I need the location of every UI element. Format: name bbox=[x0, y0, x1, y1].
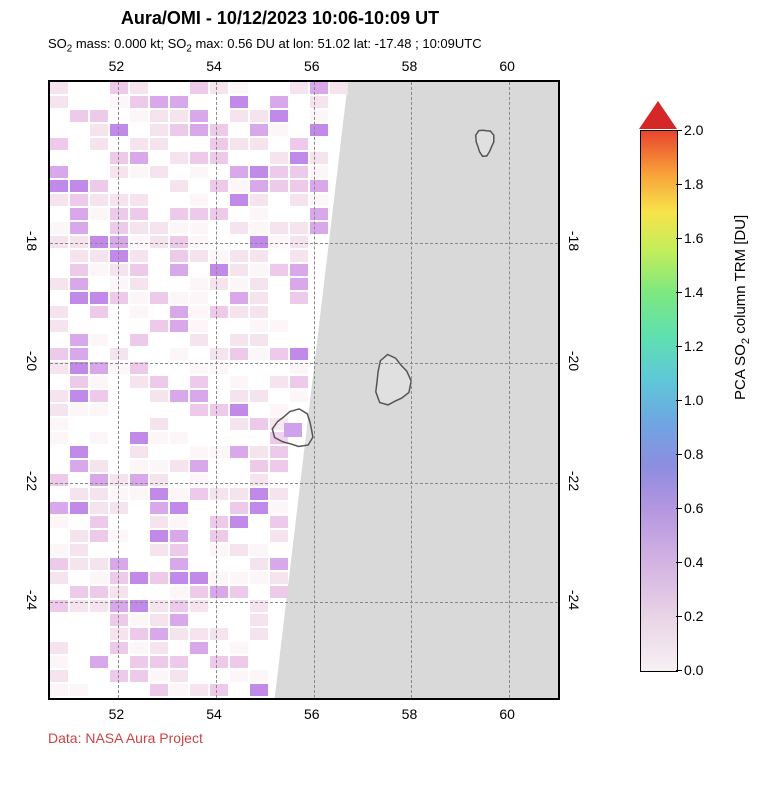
x-tick-label: 52 bbox=[109, 58, 125, 74]
chart-title: Aura/OMI - 10/12/2023 10:06-10:09 UT bbox=[0, 8, 560, 29]
x-tick-label: 56 bbox=[304, 58, 320, 74]
grid-line bbox=[50, 602, 558, 603]
grid-line bbox=[509, 82, 510, 698]
colorbar-tick: 2.0 bbox=[684, 122, 703, 138]
grid-line bbox=[50, 243, 558, 244]
colorbar bbox=[640, 130, 678, 672]
grid-line bbox=[314, 82, 315, 698]
colorbar-area: PCA SO2 column TRM [DU] 0.0 0.2 0.4 0.6 0.8 1… bbox=[640, 100, 760, 700]
y-tick-label: -24 bbox=[566, 590, 582, 610]
map-plot-area bbox=[48, 80, 560, 700]
colorbar-tick-mark bbox=[676, 184, 682, 185]
colorbar-tick: 1.6 bbox=[684, 230, 703, 246]
x-tick-label: 54 bbox=[206, 58, 222, 74]
chart-subtitle: SO2 mass: 0.000 kt; SO2 max: 0.56 DU at … bbox=[48, 36, 482, 55]
colorbar-tick-mark bbox=[676, 454, 682, 455]
colorbar-tick-mark bbox=[676, 616, 682, 617]
colorbar-tick-mark bbox=[676, 670, 682, 671]
island-rodrigues bbox=[476, 130, 494, 156]
grid-line bbox=[216, 82, 217, 698]
y-tick-label: -20 bbox=[566, 351, 582, 371]
y-tick-label: -22 bbox=[566, 471, 582, 491]
colorbar-tick: 0.0 bbox=[684, 662, 703, 678]
x-tick-label: 60 bbox=[499, 58, 515, 74]
colorbar-label: PCA SO2 column TRM [DU] bbox=[732, 215, 752, 400]
colorbar-tick-mark bbox=[676, 562, 682, 563]
colorbar-tick-mark bbox=[676, 238, 682, 239]
x-tick-label: 56 bbox=[304, 706, 320, 722]
colorbar-tick-mark bbox=[676, 130, 682, 131]
colorbar-tick: 0.4 bbox=[684, 554, 703, 570]
x-tick-label: 60 bbox=[499, 706, 515, 722]
colorbar-tick-mark bbox=[676, 346, 682, 347]
colorbar-tick: 0.8 bbox=[684, 446, 703, 462]
colorbar-tick-mark bbox=[676, 292, 682, 293]
map-islands-layer bbox=[50, 82, 558, 698]
y-tick-label: -18 bbox=[24, 231, 40, 251]
colorbar-tick: 0.6 bbox=[684, 500, 703, 516]
y-tick-label: -24 bbox=[24, 590, 40, 610]
y-tick-label: -20 bbox=[24, 351, 40, 371]
grid-line bbox=[50, 483, 558, 484]
x-tick-label: 58 bbox=[402, 58, 418, 74]
x-tick-label: 58 bbox=[402, 706, 418, 722]
y-tick-label: -22 bbox=[24, 471, 40, 491]
y-tick-label: -18 bbox=[566, 231, 582, 251]
colorbar-tick: 1.8 bbox=[684, 176, 703, 192]
grid-line bbox=[411, 82, 412, 698]
grid-line bbox=[118, 82, 119, 698]
x-tick-label: 54 bbox=[206, 706, 222, 722]
colorbar-tick: 1.0 bbox=[684, 392, 703, 408]
colorbar-tick-mark bbox=[676, 400, 682, 401]
colorbar-over-arrow bbox=[639, 101, 677, 129]
colorbar-tick: 1.4 bbox=[684, 284, 703, 300]
colorbar-tick-mark bbox=[676, 508, 682, 509]
x-tick-label: 52 bbox=[109, 706, 125, 722]
data-credit: Data: NASA Aura Project bbox=[48, 730, 203, 746]
colorbar-tick: 1.2 bbox=[684, 338, 703, 354]
island-reunion bbox=[272, 409, 313, 447]
colorbar-tick: 0.2 bbox=[684, 608, 703, 624]
island-mauritius bbox=[376, 355, 411, 405]
grid-line bbox=[50, 363, 558, 364]
